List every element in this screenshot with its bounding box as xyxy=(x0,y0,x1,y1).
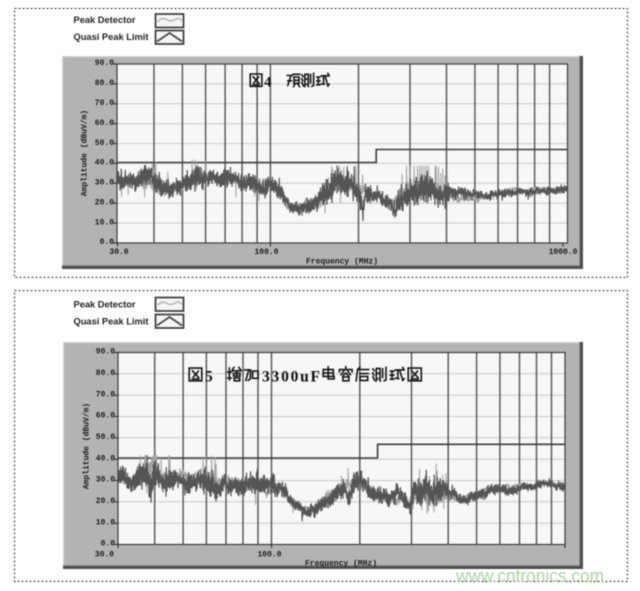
svg-text:0.0: 0.0 xyxy=(100,238,115,247)
svg-text:100.0: 100.0 xyxy=(254,248,278,257)
svg-text:50.0: 50.0 xyxy=(96,433,115,442)
svg-text:80.0: 80.0 xyxy=(96,369,115,378)
svg-text:40.0: 40.0 xyxy=(95,159,114,168)
svg-text:10.0: 10.0 xyxy=(96,518,115,527)
svg-text:60.0: 60.0 xyxy=(96,412,115,421)
svg-text:80.0: 80.0 xyxy=(95,79,114,88)
svg-text:Quasi Peak Limit: Quasi Peak Limit xyxy=(74,32,149,42)
svg-text:70.0: 70.0 xyxy=(95,99,114,108)
svg-text:10.0: 10.0 xyxy=(95,218,114,227)
svg-text:5: 5 xyxy=(205,369,213,386)
svg-text:70.0: 70.0 xyxy=(96,390,115,399)
svg-text:50.0: 50.0 xyxy=(95,139,114,148)
svg-text:90.0: 90.0 xyxy=(95,59,114,68)
svg-text:60.0: 60.0 xyxy=(95,119,114,128)
svg-text:Amplitude (dBuV/m): Amplitude (dBuV/m) xyxy=(81,110,90,196)
svg-text:Frequency (MHz): Frequency (MHz) xyxy=(305,560,377,569)
svg-text:30.0: 30.0 xyxy=(96,476,115,485)
svg-text:4: 4 xyxy=(264,75,272,91)
svg-text:40.0: 40.0 xyxy=(96,454,115,463)
svg-text:Quasi Peak Limit: Quasi Peak Limit xyxy=(74,316,149,326)
svg-text:Peak Detector: Peak Detector xyxy=(74,300,136,310)
svg-text:3300uF: 3300uF xyxy=(262,369,320,386)
svg-text:100.0: 100.0 xyxy=(257,551,281,560)
svg-text:1000.0: 1000.0 xyxy=(549,248,578,257)
svg-text:30.0: 30.0 xyxy=(95,179,114,188)
svg-text:90.0: 90.0 xyxy=(96,348,115,357)
svg-text:30.0: 30.0 xyxy=(109,248,128,257)
svg-text:Amplitude (dBuV/m): Amplitude (dBuV/m) xyxy=(83,403,92,489)
svg-text:0.0: 0.0 xyxy=(101,540,116,549)
svg-text:20.0: 20.0 xyxy=(95,198,114,207)
svg-text:Frequency (MHz): Frequency (MHz) xyxy=(306,258,378,267)
svg-text:20.0: 20.0 xyxy=(96,497,115,506)
svg-text:www.cntronics.com: www.cntronics.com xyxy=(455,566,604,586)
svg-text:Peak Detector: Peak Detector xyxy=(74,15,136,25)
svg-text:30.0: 30.0 xyxy=(95,551,114,560)
